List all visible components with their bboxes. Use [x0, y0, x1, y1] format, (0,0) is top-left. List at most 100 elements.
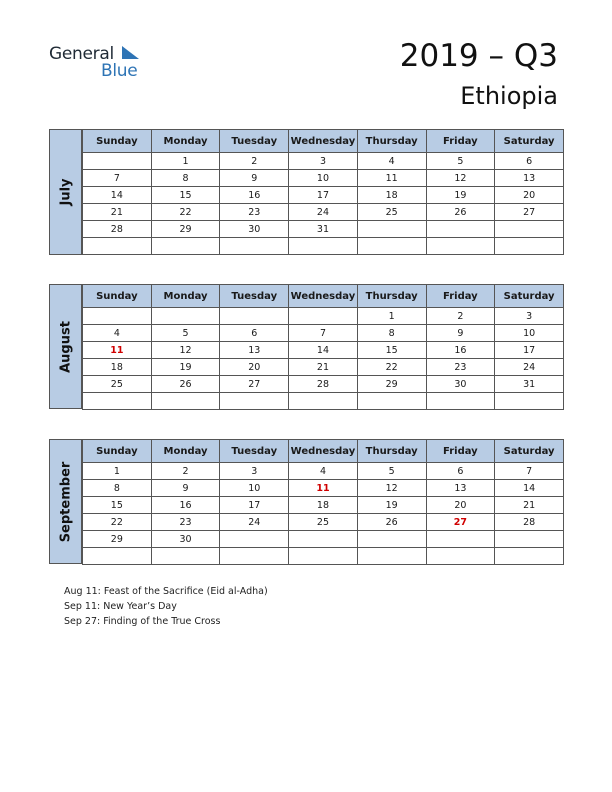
day-cell: 1: [150, 152, 221, 170]
day-cell: 22: [150, 203, 221, 221]
day-cell: [425, 392, 496, 410]
day-cell: [150, 547, 221, 565]
day-cell: 15: [82, 496, 152, 514]
day-cell: [219, 392, 290, 410]
day-cell: 28: [494, 513, 564, 531]
week-row: 4 5 6 7 8 9 10: [82, 324, 564, 342]
logo-flag-icon: [122, 46, 139, 59]
week-row: 29 30: [82, 530, 564, 548]
day-cell: [288, 547, 358, 565]
page-title: 2019 – Q3: [399, 38, 558, 74]
day-cell: 28: [82, 220, 152, 238]
day-cell: 1: [82, 462, 152, 480]
day-cell: 27: [425, 513, 496, 531]
weekday-header-row: Sunday Monday Tuesday Wednesday Thursday Frid…: [82, 284, 564, 308]
day-cell: [425, 547, 496, 565]
day-cell: 5: [150, 324, 221, 342]
day-cell: 8: [82, 479, 152, 497]
week-row: [82, 237, 564, 255]
holiday-notes: Aug 11: Feast of the Sacrifice (Eid al-A…: [64, 584, 268, 629]
week-row: 7 8 9 10 11 12 13: [82, 169, 564, 187]
day-cell: 7: [494, 462, 564, 480]
generalblue-logo: General Blue: [49, 44, 149, 84]
day-cell: [82, 152, 152, 170]
day-cell: 6: [494, 152, 564, 170]
day-cell: 21: [82, 203, 152, 221]
day-cell: 31: [494, 375, 564, 393]
logo-word-blue: Blue: [101, 61, 138, 81]
day-cell: 7: [82, 169, 152, 187]
month-label: September: [49, 439, 82, 564]
day-cell: 23: [425, 358, 496, 376]
day-cell: 26: [150, 375, 221, 393]
day-cell: 17: [219, 496, 290, 514]
month-name: September: [58, 461, 73, 542]
day-cell: 25: [356, 203, 427, 221]
day-cell: [356, 530, 427, 548]
holiday-note: Sep 11: New Year’s Day: [64, 601, 177, 612]
calendar-table: Sunday Monday Tuesday Wednesday Thursday Frid…: [82, 439, 564, 565]
month-block-july: July Sunday Monday Tuesday Wednesday Thursday…: [49, 129, 564, 255]
day-cell: 24: [288, 203, 358, 221]
day-cell: [219, 307, 290, 325]
weekday-header: Wednesday: [288, 129, 358, 153]
month-name: August: [58, 320, 73, 373]
weekday-header: Tuesday: [219, 284, 290, 308]
day-cell: 3: [494, 307, 564, 325]
day-cell: 25: [288, 513, 358, 531]
day-cell: 25: [82, 375, 152, 393]
day-cell: 15: [356, 341, 427, 359]
day-cell: [425, 220, 496, 238]
day-cell: 14: [288, 341, 358, 359]
day-cell: 2: [150, 462, 221, 480]
day-cell: 16: [425, 341, 496, 359]
day-cell: 4: [288, 462, 358, 480]
day-cell: [425, 237, 496, 255]
day-cell: 14: [82, 186, 152, 204]
day-cell: 14: [494, 479, 564, 497]
week-row: 11 12 13 14 15 16 17: [82, 341, 564, 359]
weekday-header-row: Sunday Monday Tuesday Wednesday Thursday Frid…: [82, 439, 564, 463]
day-cell: 23: [219, 203, 290, 221]
day-cell: 13: [494, 169, 564, 187]
day-cell: 4: [356, 152, 427, 170]
weekday-header: Sunday: [82, 284, 152, 308]
day-cell: 19: [150, 358, 221, 376]
day-cell: 15: [150, 186, 221, 204]
day-cell: 12: [356, 479, 427, 497]
day-cell: 19: [356, 496, 427, 514]
day-cell: 12: [425, 169, 496, 187]
day-cell: 21: [494, 496, 564, 514]
weekday-header: Monday: [150, 129, 221, 153]
weekday-header: Sunday: [82, 129, 152, 153]
day-cell: [494, 237, 564, 255]
day-cell: 9: [150, 479, 221, 497]
day-cell: 5: [356, 462, 427, 480]
day-cell: 16: [219, 186, 290, 204]
day-cell: [150, 237, 221, 255]
week-row: [82, 392, 564, 410]
holiday-note: Sep 27: Finding of the True Cross: [64, 616, 221, 627]
week-row: [82, 547, 564, 565]
day-cell: [356, 392, 427, 410]
day-cell: 2: [219, 152, 290, 170]
day-cell: 6: [219, 324, 290, 342]
weekday-header: Thursday: [356, 284, 427, 308]
day-cell: [356, 220, 427, 238]
day-cell: 5: [425, 152, 496, 170]
day-cell: 8: [356, 324, 427, 342]
weekday-header-row: Sunday Monday Tuesday Wednesday Thursday Frid…: [82, 129, 564, 153]
day-cell: 8: [150, 169, 221, 187]
month-block-september: September Sunday Monday Tuesday Wednesday Thu…: [49, 439, 564, 565]
day-cell: 29: [82, 530, 152, 548]
day-cell: 10: [219, 479, 290, 497]
weekday-header: Sunday: [82, 439, 152, 463]
day-cell: 23: [150, 513, 221, 531]
month-name: July: [58, 178, 73, 206]
day-cell: 9: [425, 324, 496, 342]
weekday-header: Saturday: [494, 439, 564, 463]
day-cell: 30: [219, 220, 290, 238]
logo-word-general: General: [49, 44, 114, 64]
